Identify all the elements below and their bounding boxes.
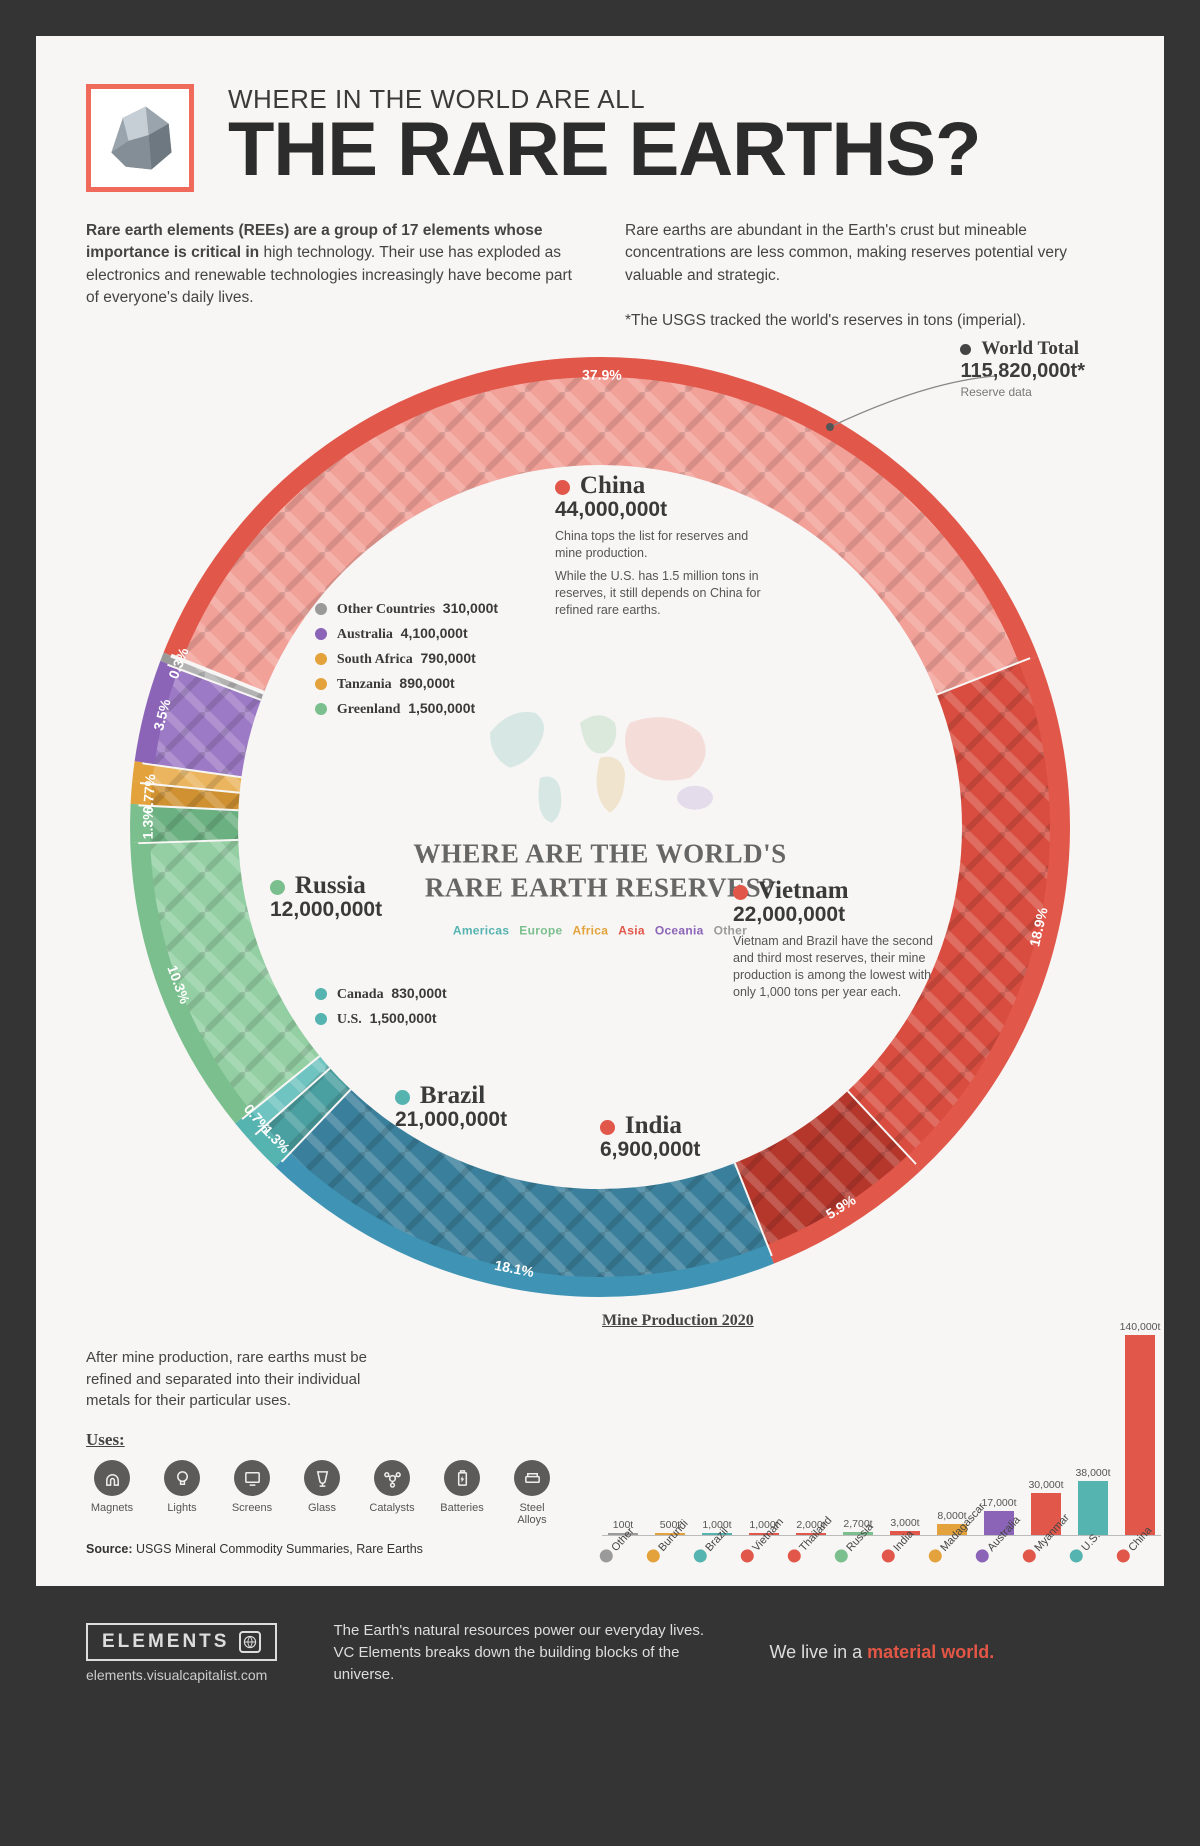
- mini-item: Greenland 1,500,000t: [315, 697, 498, 722]
- magnets-icon: [94, 1460, 130, 1496]
- uses-row: Magnets Lights Screens Glass Catalysts Batter…: [86, 1460, 558, 1526]
- svg-text:37.9%: 37.9%: [582, 367, 622, 383]
- uses-heading: Uses:: [86, 1430, 558, 1450]
- source-line: Source: USGS Mineral Commodity Summaries…: [86, 1542, 558, 1556]
- flag-icon: [597, 1547, 615, 1565]
- flag-icon: [973, 1547, 991, 1565]
- callout-russia: Russia 12,000,000t: [270, 872, 382, 922]
- use-item: Catalysts: [366, 1460, 418, 1526]
- callout-vietnam: Vietnam 22,000,000t Vietnam and Brazil h…: [733, 877, 943, 1001]
- mini-item: South Africa 790,000t: [315, 647, 498, 672]
- callout-india: India 6,900,000t: [600, 1112, 700, 1162]
- flag-icon: [733, 885, 748, 900]
- footer-tagline: We live in a material world.: [769, 1642, 994, 1663]
- flag-icon: [395, 1090, 410, 1105]
- header: WHERE IN THE WORLD ARE ALL THE RARE EART…: [86, 84, 1114, 192]
- flag-icon: [785, 1547, 803, 1565]
- intro-right: Rare earths are abundant in the Earth's …: [625, 220, 1114, 332]
- flag-icon: [270, 880, 285, 895]
- flag-icon: [1114, 1547, 1132, 1565]
- flag-icon: [315, 628, 327, 640]
- screens-icon: [234, 1460, 270, 1496]
- flag-icon: [1020, 1547, 1038, 1565]
- donut-stage: World Total 115,820,000t* Reserve data 3…: [125, 352, 1075, 1302]
- mini-item: U.S. 1,500,000t: [315, 1007, 447, 1032]
- use-item: Lights: [156, 1460, 208, 1526]
- flag-icon: [315, 678, 327, 690]
- steel-alloys-icon: [514, 1460, 550, 1496]
- mini-item: Australia 4,100,000t: [315, 622, 498, 647]
- use-item: Glass: [296, 1460, 348, 1526]
- use-item: Magnets: [86, 1460, 138, 1526]
- uses: Uses: Magnets Lights Screens Glass Catalysts…: [86, 1430, 558, 1526]
- footer-url: elements.visualcapitalist.com: [86, 1667, 277, 1683]
- flag-icon: [1067, 1547, 1085, 1565]
- bar-chart: Mine Production 2020 100t500t1,000t1,000…: [602, 1312, 1161, 1556]
- use-item: Batteries: [436, 1460, 488, 1526]
- flag-icon: [738, 1547, 756, 1565]
- brand-logo: ELEMENTS: [86, 1623, 277, 1661]
- flag-icon: [315, 603, 327, 615]
- bar-chart-title: Mine Production 2020: [602, 1312, 1161, 1330]
- flag-icon: [600, 1120, 615, 1135]
- main-title: THE RARE EARTHS?: [228, 115, 980, 185]
- bar-china: 140,000t: [1121, 1321, 1159, 1535]
- mini-item: Other Countries 310,000t: [315, 597, 498, 622]
- bars: 100t500t1,000t1,000t2,000t2,700t3,000t8,…: [602, 1336, 1161, 1536]
- mini-callouts-mid: Canada 830,000t U.S. 1,500,000t: [315, 982, 447, 1032]
- footer-mid: The Earth's natural resources power our …: [333, 1620, 713, 1685]
- footer: ELEMENTS elements.visualcapitalist.com T…: [36, 1586, 1164, 1705]
- batteries-icon: [444, 1460, 480, 1496]
- callout-brazil: Brazil 21,000,000t: [395, 1082, 507, 1132]
- flag-icon: [832, 1547, 850, 1565]
- bar-labels: OtherBurundiBrazilVietnamThailandRussiaI…: [602, 1542, 1161, 1556]
- intro-left: Rare earth elements (REEs) are a group o…: [86, 220, 575, 332]
- flag-icon: [315, 1013, 327, 1025]
- use-item: Screens: [226, 1460, 278, 1526]
- globe-icon: [239, 1631, 261, 1653]
- glass-icon: [304, 1460, 340, 1496]
- world-map-icon: [470, 693, 730, 833]
- after-text: After mine production, rare earths must …: [86, 1347, 386, 1412]
- lights-icon: [164, 1460, 200, 1496]
- flag-icon: [315, 703, 327, 715]
- bar-u-s-: 38,000t: [1074, 1467, 1112, 1535]
- flag-icon: [315, 653, 327, 665]
- svg-text:0.77%: 0.77%: [139, 773, 158, 814]
- mineral-thumb: [86, 84, 194, 192]
- flag-icon: [926, 1547, 944, 1565]
- catalysts-icon: [374, 1460, 410, 1496]
- use-item: Steel Alloys: [506, 1460, 558, 1526]
- mineral-icon: [97, 95, 183, 181]
- title-block: WHERE IN THE WORLD ARE ALL THE RARE EART…: [228, 84, 980, 185]
- flag-icon: [315, 988, 327, 1000]
- flag-icon: [879, 1547, 897, 1565]
- intro: Rare earth elements (REEs) are a group o…: [86, 220, 1114, 332]
- callout-china: China 44,000,000t China tops the list fo…: [555, 472, 765, 618]
- flag-icon: [555, 480, 570, 495]
- mini-item: Tanzania 890,000t: [315, 672, 498, 697]
- page: WHERE IN THE WORLD ARE ALL THE RARE EART…: [0, 0, 1200, 1742]
- flag-icon: [691, 1547, 709, 1565]
- brand-block: ELEMENTS elements.visualcapitalist.com: [86, 1623, 277, 1683]
- flag-icon: [644, 1547, 662, 1565]
- sheet: WHERE IN THE WORLD ARE ALL THE RARE EART…: [36, 36, 1164, 1586]
- bottom-left: After mine production, rare earths must …: [86, 1347, 558, 1556]
- bottom-row: After mine production, rare earths must …: [86, 1312, 1114, 1556]
- mini-callouts-top: Other Countries 310,000t Australia 4,100…: [315, 597, 498, 721]
- mini-item: Canada 830,000t: [315, 982, 447, 1007]
